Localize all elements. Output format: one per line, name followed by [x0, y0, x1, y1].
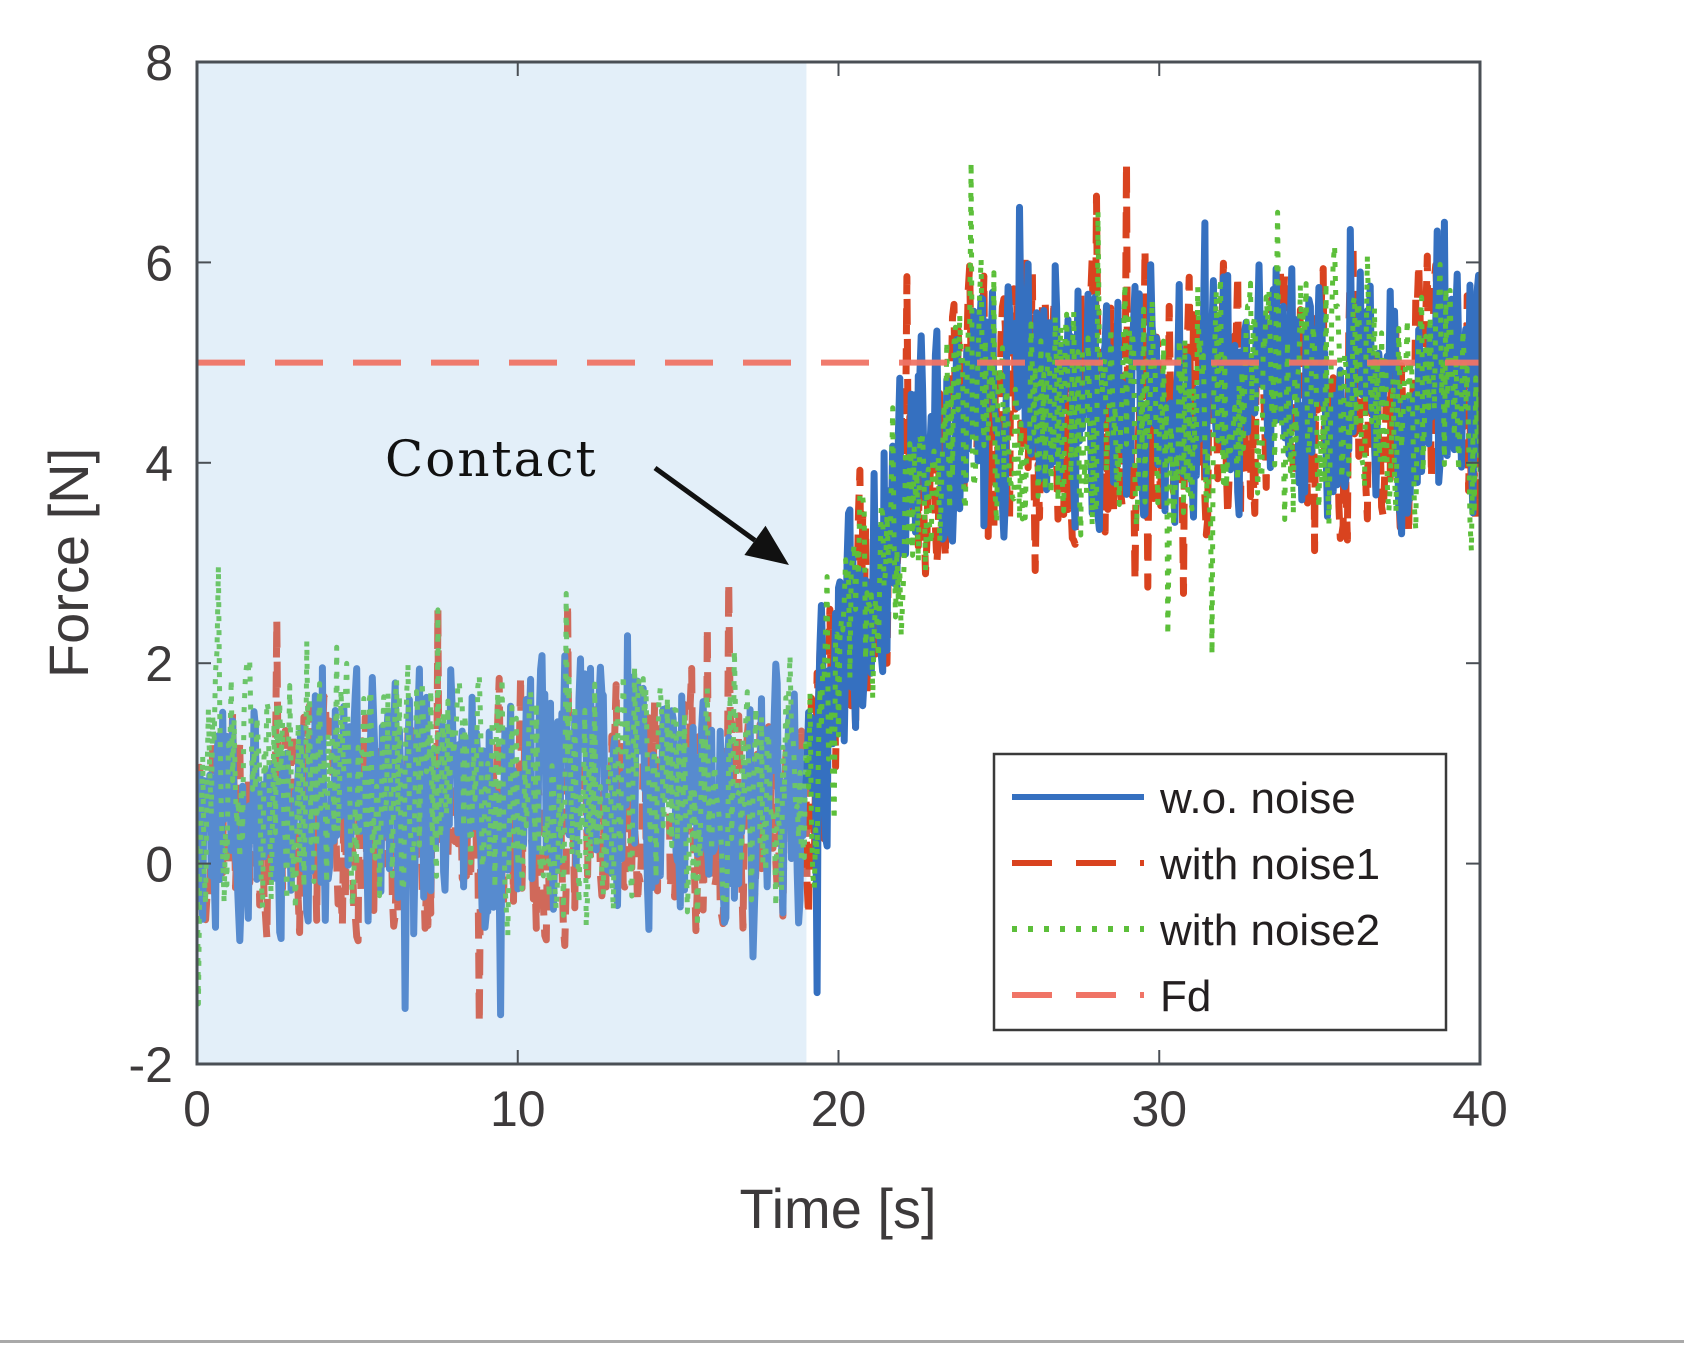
legend-item-wo-noise: w.o. noise: [1012, 774, 1356, 823]
x-tick-label: 0: [183, 1081, 211, 1137]
legend-item-with-noise1: with noise1: [1012, 840, 1380, 889]
x-tick-label: 30: [1131, 1081, 1187, 1137]
legend-label-with-noise1: with noise1: [1159, 840, 1380, 889]
x-tick-label: 20: [811, 1081, 867, 1137]
x-axis-title: Time [s]: [739, 1177, 936, 1240]
legend-item-fd: Fd: [1012, 972, 1211, 1021]
page-bottom-rule: [0, 1340, 1684, 1343]
legend: w.o. noise with noise1 with noise2 Fd: [992, 752, 1448, 1032]
y-tick-label: 8: [145, 35, 173, 91]
y-tick-label: 0: [145, 837, 173, 893]
y-tick-label: 4: [145, 436, 173, 492]
series-line-after-contact: [803, 159, 1480, 892]
legend-label-wo-noise: w.o. noise: [1159, 774, 1356, 823]
y-axis-title: Force [N]: [37, 448, 100, 678]
axes: [195, 60, 1482, 1066]
x-tick-label: 40: [1452, 1081, 1508, 1137]
y-tick-labels: -2 0 2 4 6 8: [129, 35, 173, 1093]
y-tick-label: 6: [145, 235, 173, 291]
series-with-noise2: [197, 159, 1480, 1007]
contact-arrow-head: [744, 525, 789, 565]
legend-label-fd: Fd: [1160, 972, 1211, 1021]
legend-item-with-noise2: with noise2: [1012, 906, 1380, 955]
legend-label-with-noise2: with noise2: [1159, 906, 1380, 955]
series-line-before-contact: [197, 563, 810, 1007]
y-tick-label: -2: [129, 1037, 173, 1093]
contact-annotation: Contact: [385, 430, 789, 565]
contact-label: Contact: [385, 430, 598, 488]
x-tick-label: 10: [490, 1081, 546, 1137]
y-tick-label: 2: [145, 636, 173, 692]
x-tick-labels: 0 10 20 30 40: [183, 1081, 1508, 1137]
contact-arrow-shaft: [653, 465, 757, 543]
series-layer: [197, 159, 1480, 1028]
